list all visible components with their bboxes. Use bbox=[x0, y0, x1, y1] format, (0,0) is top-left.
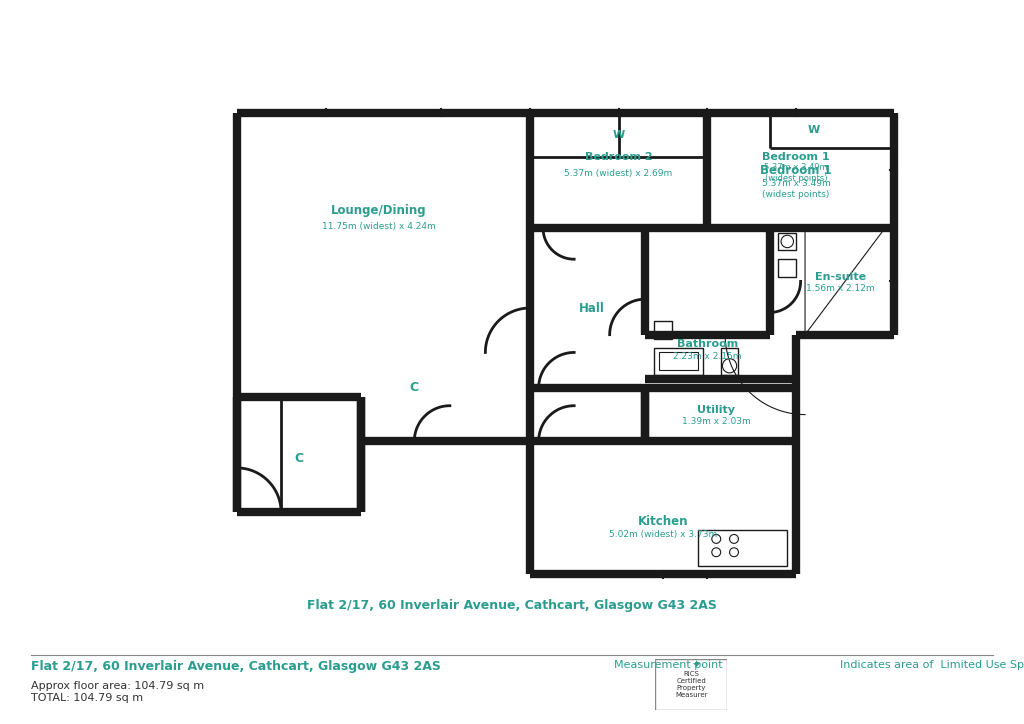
Text: W: W bbox=[612, 130, 625, 140]
Bar bbox=[529, 441, 797, 574]
Bar bbox=[528, 356, 580, 358]
Text: Flat 2/17, 60 Inverlair Avenue, Cathcart, Glasgow G43 2AS: Flat 2/17, 60 Inverlair Avenue, Cathcart… bbox=[307, 599, 717, 612]
Text: Bedroom 1: Bedroom 1 bbox=[762, 152, 830, 162]
Bar bbox=[645, 264, 778, 388]
Text: Bedroom 2: Bedroom 2 bbox=[585, 152, 652, 162]
Text: Indicates area of  Limited Use Space: Indicates area of Limited Use Space bbox=[840, 660, 1024, 670]
Text: Utility: Utility bbox=[697, 405, 735, 415]
Bar bbox=[237, 113, 529, 353]
Text: RICS
Certified
Property
Measurer: RICS Certified Property Measurer bbox=[675, 670, 708, 698]
Text: 5.02m (widest) x 3.73m: 5.02m (widest) x 3.73m bbox=[609, 530, 717, 539]
Text: 2.23m x 2.15m: 2.23m x 2.15m bbox=[673, 353, 741, 361]
Text: W: W bbox=[808, 125, 820, 135]
Text: 5.37m x 3.49m: 5.37m x 3.49m bbox=[762, 180, 830, 188]
Text: Approx floor area: 104.79 sq m: Approx floor area: 104.79 sq m bbox=[31, 681, 204, 691]
Text: Bedroom 1: Bedroom 1 bbox=[761, 164, 831, 177]
Bar bbox=[361, 353, 529, 513]
Bar bbox=[708, 113, 903, 228]
Text: En-suite: En-suite bbox=[815, 272, 866, 282]
Text: 1.39m x 2.03m: 1.39m x 2.03m bbox=[682, 417, 751, 426]
Text: Flat 2/17, 60 Inverlair Avenue, Cathcart, Glasgow G43 2AS: Flat 2/17, 60 Inverlair Avenue, Cathcart… bbox=[31, 660, 440, 673]
Bar bbox=[654, 348, 702, 374]
Text: C: C bbox=[410, 382, 419, 395]
Bar bbox=[778, 232, 797, 251]
Bar bbox=[778, 259, 797, 277]
Bar bbox=[721, 348, 738, 374]
Bar bbox=[654, 321, 672, 339]
Text: Hall: Hall bbox=[579, 301, 605, 314]
Text: 11.75m (widest) x 4.24m: 11.75m (widest) x 4.24m bbox=[322, 222, 435, 231]
Text: (widest points): (widest points) bbox=[763, 190, 829, 199]
Bar bbox=[769, 228, 894, 334]
Text: 1.56m x 2.12m: 1.56m x 2.12m bbox=[806, 284, 874, 293]
Text: ✦: ✦ bbox=[691, 660, 700, 670]
Bar bbox=[529, 113, 708, 228]
Text: TOTAL: 104.79 sq m: TOTAL: 104.79 sq m bbox=[31, 693, 142, 703]
Text: Bathroom: Bathroom bbox=[677, 339, 738, 348]
Text: 5.37m (widest) x 2.69m: 5.37m (widest) x 2.69m bbox=[564, 169, 673, 177]
Text: Kitchen: Kitchen bbox=[638, 515, 688, 528]
Text: C: C bbox=[294, 452, 303, 466]
Text: Measurement point: Measurement point bbox=[614, 660, 723, 670]
Bar bbox=[698, 530, 787, 565]
Bar bbox=[528, 316, 530, 371]
Bar bbox=[658, 353, 698, 370]
Bar bbox=[529, 228, 654, 388]
Bar bbox=[645, 379, 797, 441]
Text: 5.37m x 3.49m
(widest points): 5.37m x 3.49m (widest points) bbox=[764, 164, 828, 182]
Bar bbox=[237, 397, 361, 513]
Text: Lounge/Dining: Lounge/Dining bbox=[331, 204, 427, 217]
